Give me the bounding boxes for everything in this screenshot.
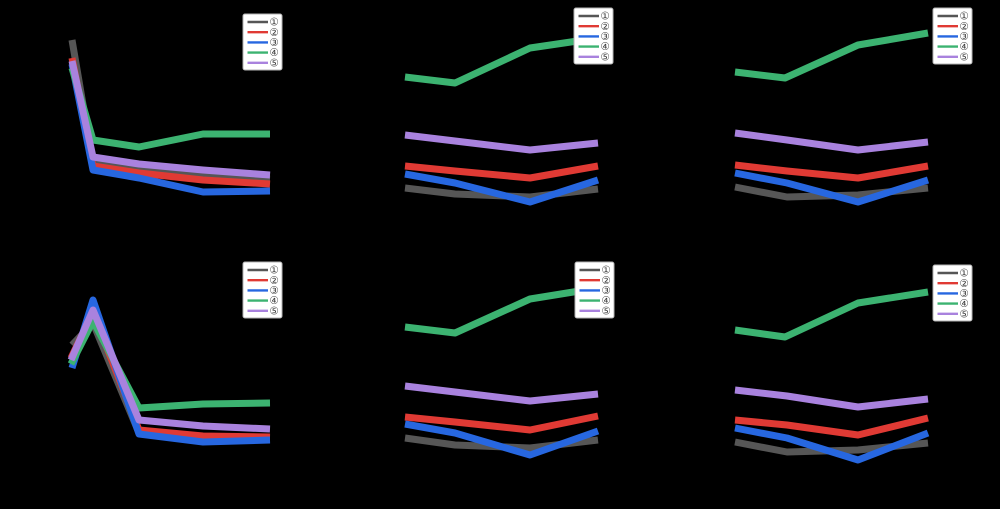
legend-label-3: ③ [960,31,969,43]
legend-label-2: ② [602,275,611,287]
line-series-2-bottom-center [404,412,599,434]
legend-label-4: ④ [601,41,610,53]
legend-label-1: ① [270,265,279,277]
line-series-5-bottom-left [67,306,271,433]
legend-label-5: ⑤ [960,51,969,63]
line-series-4-bottom-center [404,284,599,337]
legend-label-5: ⑤ [270,57,279,69]
legend-label-2: ② [601,21,610,33]
legend-label-5: ⑤ [270,305,279,317]
line-series-4-top-center [404,34,599,87]
line-series-5-bottom-center [404,382,599,405]
legend-label-4: ④ [602,295,611,307]
legend-label-2: ② [960,21,969,33]
line-series-3-bottom-right [734,424,930,464]
legend-label-1: ① [270,17,279,29]
line-series-5-top-left [68,60,271,179]
line-series-5-bottom-right [734,386,929,411]
legend-label-4: ④ [270,295,279,307]
legend-label-2: ② [270,27,279,39]
line-series-4-top-right [734,29,929,82]
line-series-4-bottom-right [734,288,929,341]
line-series-2-bottom-right [734,414,929,439]
line-series-3-bottom-center [404,420,600,459]
line-series-5-top-right [734,129,929,154]
legend-label-2: ② [960,278,969,290]
legend-label-2: ② [270,275,279,287]
legend-label-5: ⑤ [960,308,969,320]
legend-label-4: ④ [960,298,969,310]
legend-label-3: ③ [270,285,279,297]
legend-label-1: ① [960,11,969,23]
line-series-3-top-center [404,170,600,206]
legend-label-1: ① [960,268,969,280]
legend-label-1: ① [601,11,610,23]
line-series-5-top-center [404,131,599,154]
legend-label-3: ③ [270,37,279,49]
legend-label-3: ③ [602,285,611,297]
legend-label-1: ① [602,265,611,277]
legend-label-4: ④ [270,47,279,59]
line-series-2-top-right [734,161,929,182]
legend-label-5: ⑤ [602,305,611,317]
legend-label-3: ③ [601,31,610,43]
line-series-3-top-right [734,169,930,206]
legend-label-4: ④ [960,41,969,53]
legend-label-3: ③ [960,288,969,300]
legend-label-5: ⑤ [601,51,610,63]
line-series-2-top-center [404,162,599,182]
